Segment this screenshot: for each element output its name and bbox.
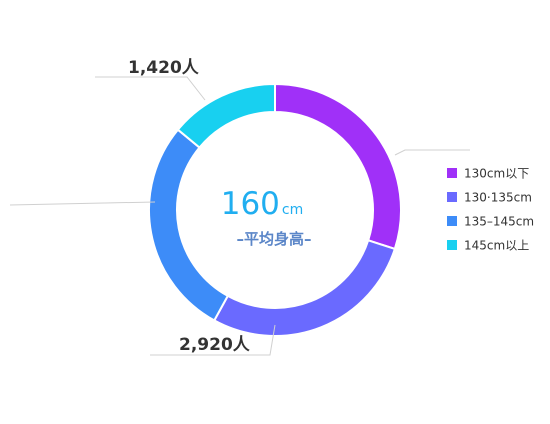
- center-value-unit: cm: [282, 202, 303, 218]
- donut-segment-4: [176, 82, 276, 149]
- callout-label-top: 1,420人: [128, 58, 200, 78]
- center-label: –平均身高–: [236, 230, 311, 248]
- legend-swatch-3: [447, 216, 457, 226]
- center-value: 160 cm: [221, 186, 304, 222]
- legend-swatch-4: [447, 240, 457, 250]
- leader-line-right: [394, 149, 470, 156]
- legend-label-2: 130·135cm: [464, 191, 532, 205]
- legend: 130cm以下 130·135cm 135–145cm 145cm以上: [447, 167, 534, 253]
- legend-label-4: 145cm以上: [464, 239, 529, 253]
- center-value-number: 160: [221, 186, 280, 222]
- callout-label-bottom: 2,920人: [179, 335, 251, 355]
- leader-lines: [9, 76, 470, 356]
- leader-line-bottom: [150, 324, 276, 356]
- donut-segment-1: [274, 82, 402, 251]
- donut-segments: [148, 82, 402, 337]
- legend-label-1: 130cm以下: [464, 167, 529, 181]
- donut-segment-3: [148, 128, 230, 322]
- legend-swatch-1: [447, 168, 457, 178]
- leader-line-top-left: [95, 76, 206, 101]
- donut-segment-2: [212, 239, 397, 337]
- legend-label-3: 135–145cm: [464, 215, 534, 229]
- legend-swatch-2: [447, 192, 457, 202]
- leader-line-left: [9, 201, 156, 206]
